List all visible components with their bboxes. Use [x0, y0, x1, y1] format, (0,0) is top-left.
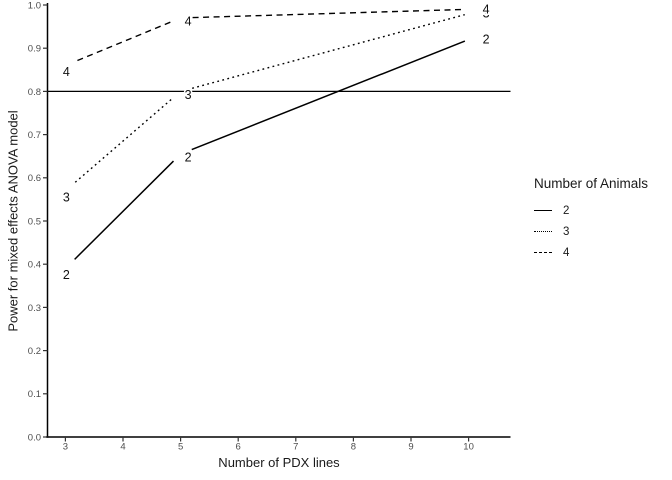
point-label-animals-4: 4 [185, 14, 192, 28]
x-tick-label-3: 3 [63, 442, 68, 453]
x-tick-label-9: 9 [408, 442, 413, 453]
y-tick-label-0.6: 0.6 [28, 173, 41, 184]
y-tick-label-0.3: 0.3 [28, 303, 41, 314]
series-line-animals-2-seg0 [74, 160, 175, 260]
point-label-animals-3: 3 [185, 88, 192, 102]
point-label-animals-4: 4 [483, 2, 490, 16]
y-tick-label-0.8: 0.8 [28, 87, 41, 98]
legend-item-animals-4: 4 [534, 242, 672, 263]
series-line-animals-3-seg1 [192, 14, 465, 89]
legend-item-label: 2 [563, 204, 570, 217]
point-label-animals-2: 2 [483, 33, 490, 47]
x-axis-title: Number of PDX lines [218, 455, 340, 470]
x-tick-label-6: 6 [236, 442, 241, 453]
point-label-animals-2: 2 [185, 151, 192, 165]
legend-item-animals-3: 3 [534, 221, 672, 242]
y-tick-label-0.5: 0.5 [28, 216, 41, 227]
series-line-animals-4-seg1 [192, 8, 465, 19]
x-tick-label-7: 7 [293, 442, 298, 453]
point-label-animals-3: 3 [63, 190, 70, 204]
y-tick-label-0.4: 0.4 [28, 260, 41, 271]
x-tick-label-10: 10 [463, 442, 474, 453]
legend-key-line-icon [534, 252, 552, 253]
y-tick-label-0.7: 0.7 [28, 130, 41, 141]
point-label-animals-2: 2 [63, 268, 70, 282]
legend-item-label: 3 [563, 225, 570, 238]
y-axis-title: Power for mixed effects ANOVA model [5, 110, 21, 332]
point-label-animals-4: 4 [63, 65, 70, 79]
series-line-animals-4-seg0 [77, 21, 172, 62]
legend-key-line-icon [534, 210, 552, 211]
y-tick-label-1.0: 1.0 [28, 0, 41, 11]
legend-title: Number of Animals [534, 176, 649, 191]
y-tick-label-0.0: 0.0 [28, 432, 41, 443]
y-tick-label-0.1: 0.1 [28, 389, 41, 400]
y-tick-label-0.2: 0.2 [28, 346, 41, 357]
legend-key-line-icon [534, 231, 552, 232]
series-line-animals-2-seg1 [191, 40, 466, 151]
x-tick-label-8: 8 [351, 442, 356, 453]
series-line-animals-3-seg0 [74, 97, 174, 183]
legend: Number of Animals 2 3 4 [534, 176, 672, 263]
x-tick-label-5: 5 [178, 442, 183, 453]
legend-item-animals-2: 2 [534, 200, 672, 221]
point-label-animals-3: 3 [483, 7, 490, 21]
x-tick-label-4: 4 [120, 442, 125, 453]
y-tick-label-0.9: 0.9 [28, 44, 41, 55]
legend-item-label: 4 [563, 246, 570, 259]
